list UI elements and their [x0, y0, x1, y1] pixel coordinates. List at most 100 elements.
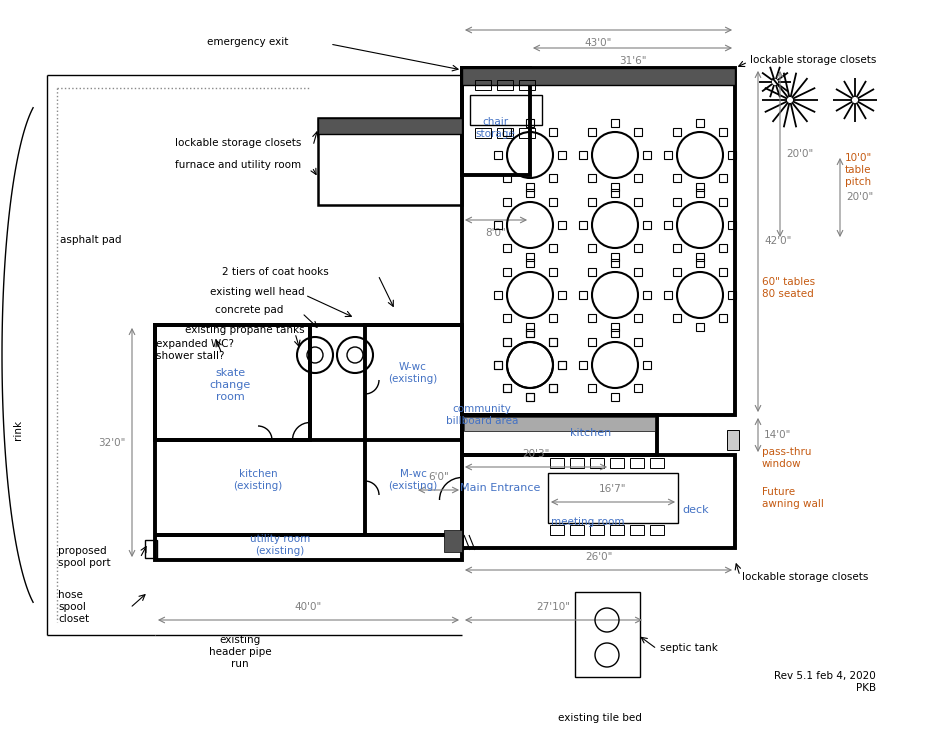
Bar: [494, 361, 502, 369]
Bar: [503, 198, 512, 206]
Text: septic tank: septic tank: [660, 643, 718, 653]
Bar: [558, 361, 566, 369]
Text: 31'6": 31'6": [618, 56, 646, 66]
Bar: [719, 128, 726, 136]
Bar: [503, 174, 512, 181]
Bar: [611, 259, 619, 267]
Bar: [549, 314, 557, 322]
Bar: [155, 325, 310, 440]
Bar: [549, 174, 557, 181]
Text: 40'0": 40'0": [295, 602, 322, 612]
Bar: [503, 269, 512, 276]
Bar: [579, 291, 587, 299]
Text: 20'3": 20'3": [523, 449, 550, 459]
Text: existing tile bed: existing tile bed: [558, 713, 642, 723]
Text: proposed
spool port: proposed spool port: [58, 546, 111, 568]
Text: meeting room: meeting room: [551, 517, 625, 527]
Bar: [579, 151, 587, 159]
Bar: [643, 361, 651, 369]
Bar: [589, 383, 596, 391]
Bar: [549, 338, 557, 346]
Text: 26'0": 26'0": [585, 552, 612, 562]
Bar: [570, 525, 584, 535]
Bar: [611, 323, 619, 331]
Text: 14'0": 14'0": [764, 430, 791, 440]
Text: concrete pad: concrete pad: [215, 305, 284, 315]
Bar: [549, 383, 557, 391]
Text: existing well head: existing well head: [210, 287, 305, 297]
Bar: [549, 243, 557, 252]
Text: Future
awning wall: Future awning wall: [762, 487, 824, 509]
Text: lockable storage closets: lockable storage closets: [750, 55, 876, 65]
Bar: [728, 221, 736, 229]
Bar: [549, 383, 557, 391]
Text: Main Entrance: Main Entrance: [459, 483, 540, 493]
Text: 43'0": 43'0": [585, 38, 612, 48]
Text: asphalt pad: asphalt pad: [60, 235, 122, 245]
Bar: [719, 314, 726, 322]
Bar: [503, 383, 512, 391]
Bar: [611, 253, 619, 261]
Bar: [630, 525, 644, 535]
Bar: [570, 458, 584, 468]
Bar: [550, 525, 564, 535]
Bar: [719, 198, 726, 206]
Text: 60" tables
80 seated: 60" tables 80 seated: [762, 278, 815, 299]
Bar: [462, 68, 735, 85]
Bar: [643, 291, 651, 299]
Bar: [673, 174, 682, 181]
Bar: [526, 393, 534, 401]
Bar: [519, 80, 535, 90]
Bar: [589, 269, 596, 276]
Bar: [155, 325, 462, 560]
Bar: [673, 198, 682, 206]
Bar: [526, 259, 534, 267]
Bar: [503, 338, 512, 346]
Bar: [526, 183, 534, 191]
Bar: [462, 415, 657, 455]
Bar: [673, 269, 682, 276]
Bar: [503, 383, 512, 391]
Text: 42'0": 42'0": [764, 237, 791, 246]
Bar: [673, 314, 682, 322]
Bar: [633, 198, 642, 206]
Bar: [589, 198, 596, 206]
Text: 20'0": 20'0": [786, 149, 813, 159]
Bar: [664, 151, 672, 159]
Bar: [719, 269, 726, 276]
Text: emergency exit: emergency exit: [207, 37, 288, 47]
Bar: [497, 80, 513, 90]
Bar: [719, 243, 726, 252]
Bar: [590, 458, 604, 468]
Bar: [462, 68, 735, 415]
Bar: [610, 458, 624, 468]
Bar: [673, 128, 682, 136]
Bar: [475, 128, 491, 138]
Bar: [610, 525, 624, 535]
Bar: [728, 291, 736, 299]
Bar: [497, 128, 513, 138]
Text: M-wc
(existing): M-wc (existing): [389, 469, 438, 491]
Bar: [696, 253, 704, 261]
Bar: [643, 221, 651, 229]
Bar: [589, 338, 596, 346]
Bar: [475, 80, 491, 90]
Text: hose
spool
closet: hose spool closet: [58, 591, 89, 624]
Text: 16'7": 16'7": [599, 484, 627, 494]
Bar: [633, 174, 642, 181]
Text: expanded WC?
shower stall?: expanded WC? shower stall?: [156, 339, 234, 361]
Bar: [611, 183, 619, 191]
Bar: [526, 119, 534, 127]
Text: W-wc
(existing): W-wc (existing): [389, 362, 438, 384]
Bar: [696, 183, 704, 191]
Bar: [589, 174, 596, 181]
Bar: [558, 291, 566, 299]
Bar: [633, 383, 642, 391]
Bar: [526, 393, 534, 401]
Bar: [696, 189, 704, 197]
Bar: [650, 458, 664, 468]
Text: deck: deck: [683, 505, 710, 515]
Bar: [611, 119, 619, 127]
Bar: [664, 291, 672, 299]
Bar: [611, 329, 619, 337]
